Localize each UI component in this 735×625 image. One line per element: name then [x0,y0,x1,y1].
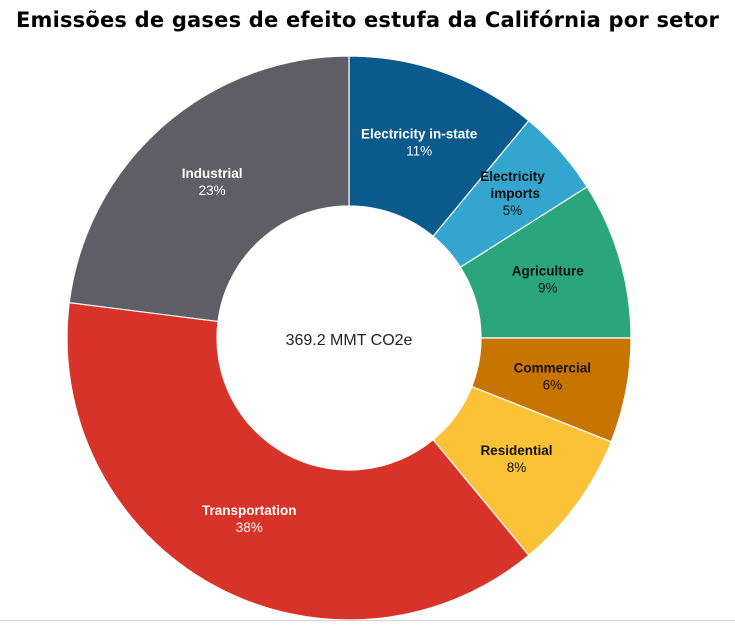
center-label: 369.2 MMT CO2e [286,332,413,349]
slice-value-label: 6% [543,377,563,392]
slice-value-label: 38% [236,520,263,535]
slice-label: Agriculture [512,264,585,279]
slice-label: Commercial [514,360,591,375]
slice-label: Residential [480,443,552,458]
slice-value-label: 5% [503,203,523,218]
slice-label: Electricity [480,169,545,184]
slice-industrial[interactable] [68,55,350,323]
slice-value-label: 23% [199,183,226,198]
slice-value-label: 11% [406,144,432,159]
divider [0,620,735,621]
slice-label: Transportation [202,503,297,518]
slice-label: Electricity in-state [361,127,478,142]
slice-label: Industrial [182,166,243,181]
slice-transportation[interactable] [66,301,530,621]
slice-value-label: 8% [507,460,527,475]
slice-label: imports [491,186,541,201]
slice-value-label: 9% [538,281,558,296]
chart-title: Emissões de gases de efeito estufa da Ca… [15,8,720,32]
